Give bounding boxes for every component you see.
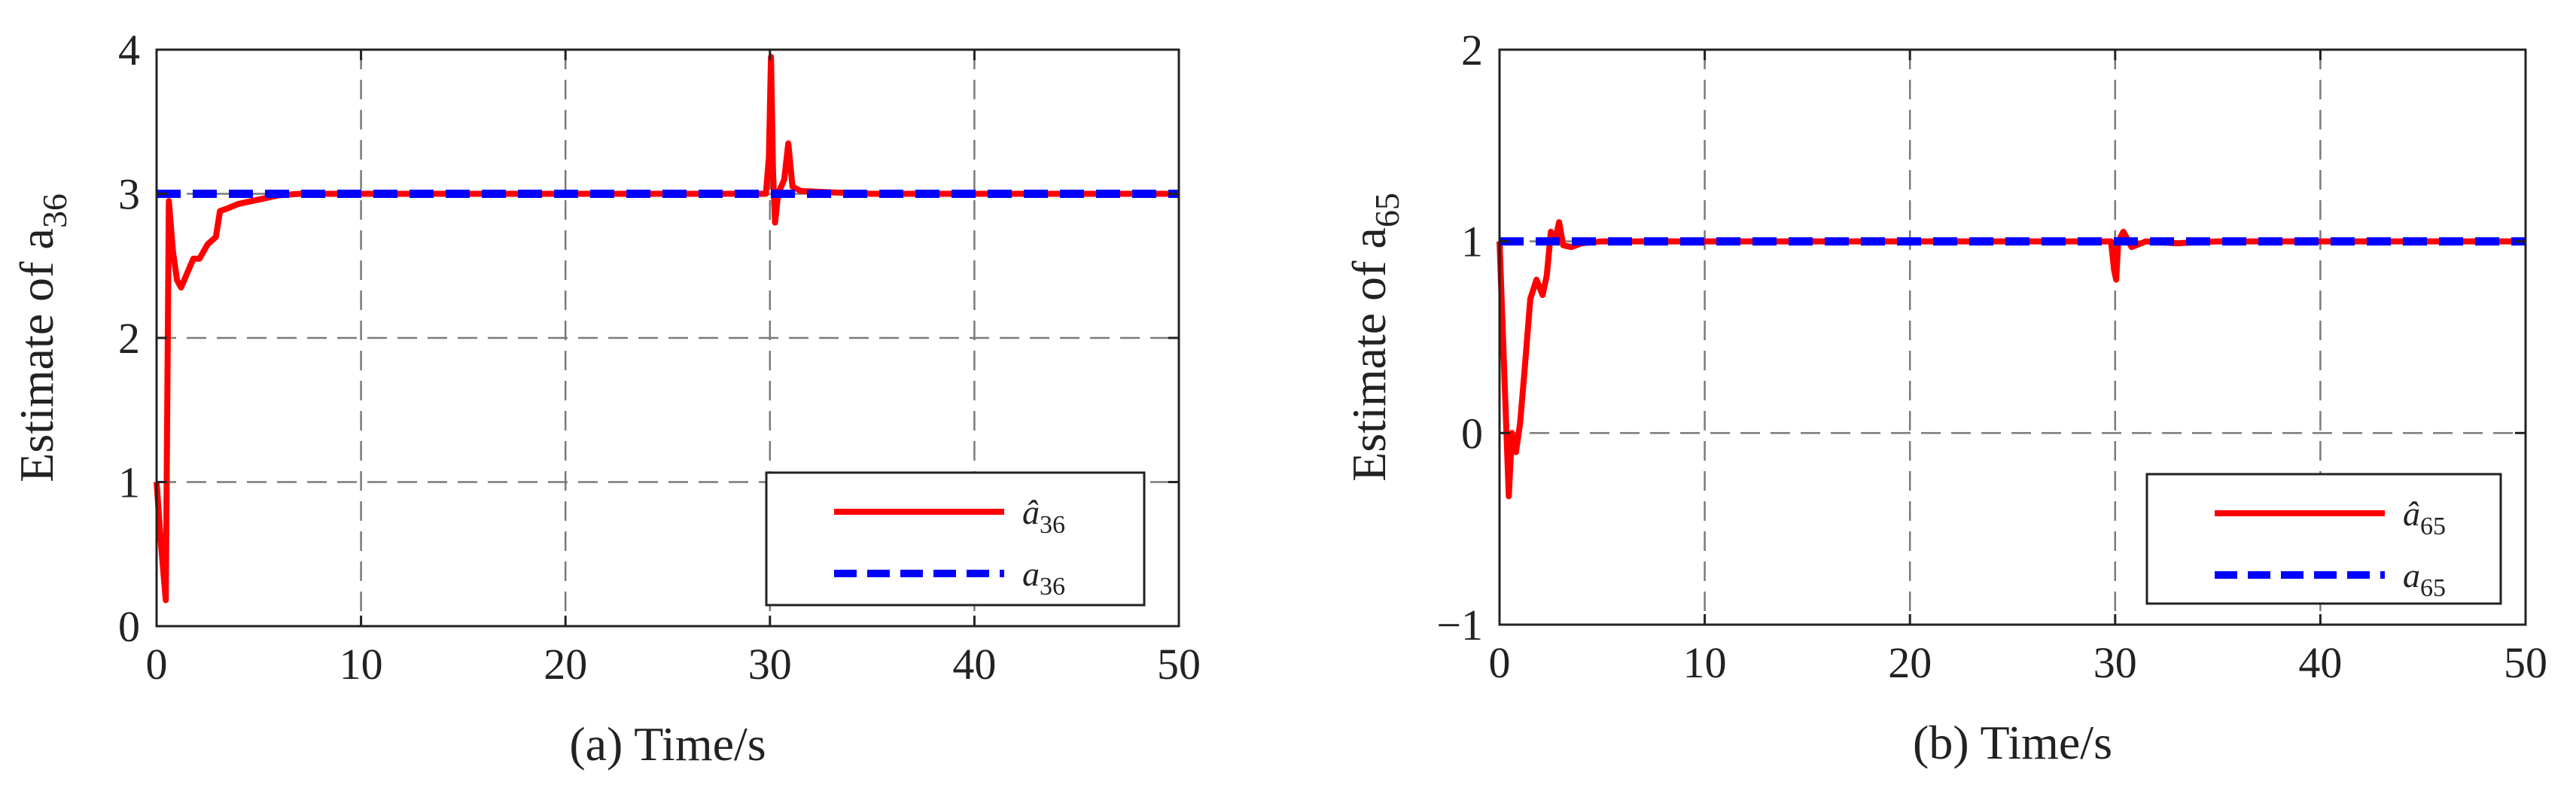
- x-tick-label: 40: [2298, 638, 2342, 687]
- legend-label-subscript: 36: [1040, 573, 1065, 601]
- y-tick-label: 2: [1461, 26, 1483, 75]
- y-tick-label: 3: [118, 170, 140, 219]
- legend-label-main: â: [1022, 493, 1040, 531]
- y-axis-label-subscript: 36: [35, 193, 74, 228]
- x-tick-label: 0: [1489, 638, 1511, 687]
- legend-label-a65: a65: [2403, 556, 2446, 602]
- x-tick-label: 30: [2093, 638, 2137, 687]
- x-tick-label: 50: [2504, 638, 2547, 687]
- legend-label-main: a: [1022, 555, 1040, 593]
- legend-label-main: â: [2403, 494, 2420, 533]
- x-tick-label: 40: [952, 640, 996, 689]
- legend-label-subscript: 65: [2420, 574, 2446, 602]
- x-tick-label: 20: [1888, 638, 1932, 687]
- x-axis-label: (b) Time/s: [1913, 716, 2112, 769]
- legend-label-â36: â36: [1022, 493, 1065, 539]
- y-tick-label: 0: [118, 602, 140, 651]
- y-tick-label: 1: [118, 458, 140, 507]
- legend-label-main: a: [2403, 556, 2420, 595]
- y-axis-label: Estimate of a65: [1342, 193, 1406, 482]
- y-axis-label-main: Estimate of a: [1342, 227, 1396, 482]
- y-tick-label: 4: [118, 26, 140, 75]
- x-tick-label: 0: [146, 640, 168, 689]
- y-axis-label: Estimate of a36: [10, 193, 74, 482]
- y-axis-label-subscript: 65: [1368, 193, 1406, 227]
- series-line-â36: [154, 53, 1179, 604]
- x-tick-label: 10: [1683, 638, 1727, 687]
- y-axis-label-main: Estimate of a: [10, 228, 63, 482]
- legend-box: [2145, 473, 2502, 605]
- legend-label-subscript: 36: [1040, 511, 1065, 539]
- axes-frame: [1498, 48, 2527, 626]
- x-axis-label: (a) Time/s: [569, 717, 766, 771]
- legend-label-subscript: 65: [2420, 513, 2446, 540]
- legend-box: [765, 471, 1146, 607]
- legend-label-a36: a36: [1022, 555, 1065, 601]
- legend-label-â65: â65: [2403, 494, 2446, 540]
- x-tick-label: 10: [340, 640, 383, 689]
- y-tick-label: 1: [1461, 218, 1483, 266]
- y-tick-label: 0: [1461, 409, 1483, 458]
- y-tick-label: −1: [1436, 601, 1483, 649]
- x-tick-label: 20: [544, 640, 587, 689]
- x-tick-label: 50: [1157, 640, 1201, 689]
- x-tick-label: 30: [748, 640, 792, 689]
- y-tick-label: 2: [118, 314, 140, 363]
